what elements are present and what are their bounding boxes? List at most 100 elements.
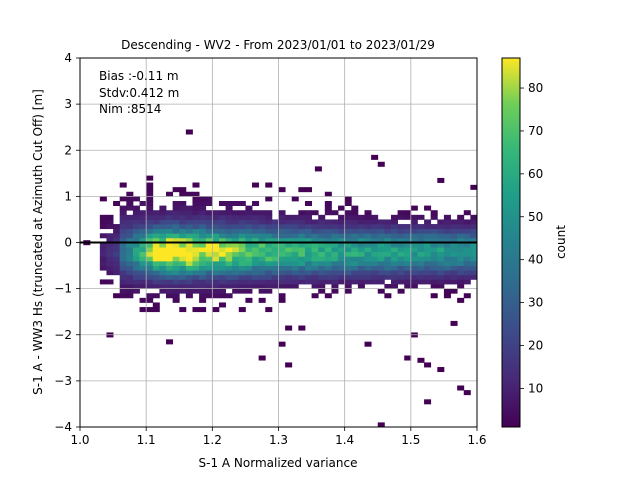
heatmap-cell xyxy=(463,237,471,243)
heatmap-cell xyxy=(404,355,412,361)
heatmap-cell xyxy=(172,187,180,193)
heatmap-cell xyxy=(271,247,279,253)
heatmap-cell xyxy=(357,274,365,280)
heatmap-cell xyxy=(271,242,279,248)
heatmap-cell xyxy=(285,260,293,266)
heatmap-cell xyxy=(126,205,134,211)
heatmap-cell xyxy=(258,265,266,271)
heatmap-cell xyxy=(225,279,233,285)
heatmap-cell xyxy=(166,233,174,239)
heatmap-cell xyxy=(291,270,299,276)
heatmap-cell xyxy=(106,256,114,262)
heatmap-cell xyxy=(265,256,273,262)
heatmap-cell xyxy=(265,219,273,225)
heatmap-cell xyxy=(371,247,379,253)
heatmap-cell xyxy=(179,270,187,276)
heatmap-cell xyxy=(443,251,451,257)
heatmap-cell xyxy=(344,247,352,253)
heatmap-cell xyxy=(132,214,140,220)
heatmap-cell xyxy=(146,228,154,234)
heatmap-cell xyxy=(331,251,339,257)
heatmap-cell xyxy=(205,247,213,253)
heatmap-cell xyxy=(410,224,418,230)
heatmap-cell xyxy=(225,242,233,248)
heatmap-cell xyxy=(357,224,365,230)
heatmap-cell xyxy=(245,260,253,266)
heatmap-cell xyxy=(437,224,445,230)
heatmap-cell xyxy=(179,233,187,239)
heatmap-cell xyxy=(384,256,392,262)
heatmap-cell xyxy=(364,341,372,347)
heatmap-cell xyxy=(225,214,233,220)
heatmap-cell xyxy=(245,237,253,243)
heatmap-cell xyxy=(172,237,180,243)
heatmap-cell xyxy=(126,224,134,230)
heatmap-cell xyxy=(417,242,425,248)
heatmap-cell xyxy=(410,247,418,253)
heatmap-cell xyxy=(166,270,174,276)
heatmap-cell xyxy=(258,297,266,303)
heatmap-cell xyxy=(324,293,332,299)
heatmap-cell xyxy=(390,219,398,225)
heatmap-cell xyxy=(417,247,425,253)
heatmap-cell xyxy=(377,265,385,271)
x-tick-label: 1.2 xyxy=(203,433,222,447)
heatmap-cell xyxy=(245,270,253,276)
heatmap-cell xyxy=(146,182,154,188)
heatmap-cell xyxy=(457,251,465,257)
heatmap-cell xyxy=(132,233,140,239)
heatmap-cell xyxy=(238,200,246,206)
heatmap-cell xyxy=(357,228,365,234)
heatmap-cell xyxy=(179,237,187,243)
heatmap-cell xyxy=(285,219,293,225)
heatmap-cell xyxy=(212,237,220,243)
heatmap-cell xyxy=(238,265,246,271)
heatmap-cell xyxy=(252,233,260,239)
heatmap-cell xyxy=(126,256,134,262)
y-tick-label: 0 xyxy=(64,236,72,250)
heatmap-cell xyxy=(364,224,372,230)
heatmap-cell xyxy=(225,205,233,211)
heatmap-cell xyxy=(404,233,412,239)
heatmap-cell xyxy=(397,260,405,266)
heatmap-cell xyxy=(152,228,160,234)
heatmap-cell xyxy=(172,205,180,211)
heatmap-cell xyxy=(225,247,233,253)
heatmap-cell xyxy=(172,256,180,262)
heatmap-cell xyxy=(304,187,312,193)
heatmap-cell xyxy=(139,307,147,313)
heatmap-cell xyxy=(205,237,213,243)
heatmap-cell xyxy=(192,265,200,271)
heatmap-cell xyxy=(265,307,273,313)
heatmap-cell xyxy=(331,242,339,248)
heatmap-cell xyxy=(192,284,200,290)
heatmap-cell xyxy=(351,219,359,225)
heatmap-cell xyxy=(218,237,226,243)
heatmap-cell xyxy=(179,307,187,313)
heatmap-cell xyxy=(146,270,154,276)
heatmap-cell xyxy=(298,325,306,331)
heatmap-cell xyxy=(437,256,445,262)
heatmap-cell xyxy=(199,256,207,262)
heatmap-cell xyxy=(252,260,260,266)
heatmap-cell xyxy=(166,214,174,220)
heatmap-cell xyxy=(324,219,332,225)
heatmap-cell xyxy=(470,233,478,239)
y-tick-label: 2 xyxy=(64,143,72,157)
heatmap-cell xyxy=(159,205,167,211)
heatmap-cell xyxy=(139,274,147,280)
heatmap-cell xyxy=(225,210,233,216)
heatmap-cell xyxy=(344,260,352,266)
colorbar-tick-label: 20 xyxy=(528,338,543,352)
heatmap-cell xyxy=(232,279,240,285)
heatmap-cell xyxy=(304,224,312,230)
heatmap-cell xyxy=(126,279,134,285)
heatmap-cell xyxy=(199,270,207,276)
heatmap-cell xyxy=(430,247,438,253)
heatmap-cell xyxy=(238,247,246,253)
heatmap-cell xyxy=(338,260,346,266)
heatmap-cell xyxy=(304,237,312,243)
heatmap-cell xyxy=(271,219,279,225)
heatmap-cell xyxy=(139,233,147,239)
heatmap-cell xyxy=(152,274,160,280)
